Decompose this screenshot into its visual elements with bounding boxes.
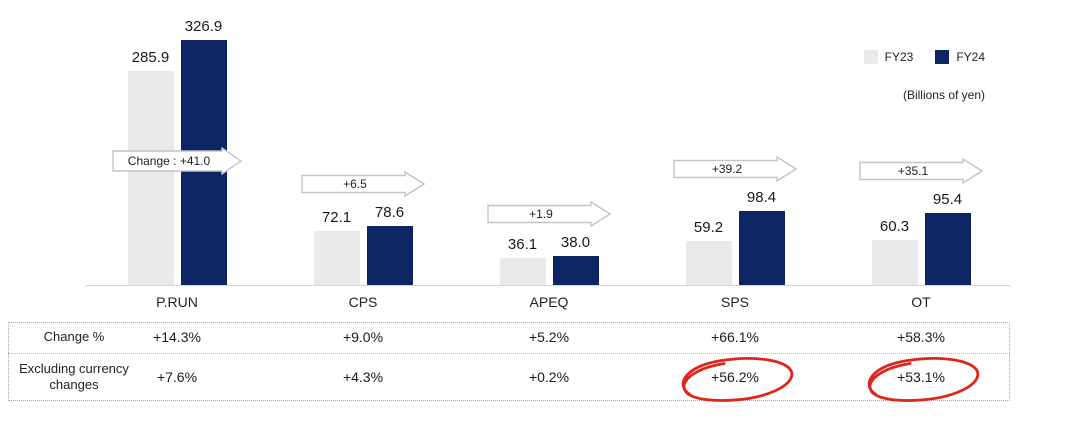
bar-fy23-p-run bbox=[127, 71, 174, 285]
change-arrow-sps: +39.2 bbox=[673, 155, 798, 183]
bar-fy23-cps bbox=[313, 231, 360, 285]
category-label-p-run: P.RUN bbox=[156, 294, 198, 310]
fy23-label: FY23 bbox=[884, 50, 914, 64]
fy23-swatch bbox=[863, 50, 878, 64]
svg-text:+35.1: +35.1 bbox=[898, 164, 929, 178]
summary-table-border bbox=[8, 322, 1010, 401]
table-cell-row0-apeq: +5.2% bbox=[528, 329, 570, 345]
bar-value-fy24-apeq: 38.0 bbox=[560, 234, 591, 251]
bar-fy23-sps bbox=[685, 241, 732, 285]
table-cell-row1-apeq: +0.2% bbox=[528, 369, 570, 385]
table-cell-row0-sps: +66.1% bbox=[711, 329, 759, 345]
change-arrow-icon: +1.9 bbox=[487, 200, 612, 228]
table-row-label-excluding-currency: Excluding currency changes bbox=[19, 360, 129, 392]
table-cell-row1-sps: +56.2% bbox=[711, 369, 759, 385]
change-arrow-p-run: Change : +41.0 bbox=[112, 146, 243, 176]
bar-value-fy23-p-run: 285.9 bbox=[131, 49, 170, 66]
bar-fy23-ot bbox=[871, 240, 918, 285]
unit-label: (Billions of yen) bbox=[902, 88, 985, 102]
change-arrow-icon: +35.1 bbox=[859, 157, 984, 185]
category-label-apeq: APEQ bbox=[529, 294, 569, 310]
change-arrow-ot: +35.1 bbox=[859, 157, 984, 185]
legend: FY23 FY24 bbox=[863, 50, 985, 64]
table-cell-row0-cps: +9.0% bbox=[342, 329, 384, 345]
bar-fy24-sps bbox=[738, 211, 785, 285]
fy24-swatch bbox=[935, 50, 950, 64]
table-cell-row1-ot: +53.1% bbox=[897, 369, 945, 385]
change-arrow-apeq: +1.9 bbox=[487, 200, 612, 228]
category-label-cps: CPS bbox=[348, 294, 378, 310]
summary-table-row-divider bbox=[8, 353, 1010, 354]
bar-value-fy24-sps: 98.4 bbox=[746, 189, 777, 206]
change-arrow-icon: Change : +41.0 bbox=[112, 146, 243, 176]
table-cell-row0-p-run: +14.3% bbox=[153, 329, 201, 345]
category-label-sps: SPS bbox=[720, 294, 749, 310]
bar-value-fy23-ot: 60.3 bbox=[879, 218, 910, 235]
bar-value-fy24-cps: 78.6 bbox=[374, 204, 405, 221]
svg-text:+39.2: +39.2 bbox=[712, 162, 743, 176]
bar-value-fy24-ot: 95.4 bbox=[932, 191, 963, 208]
bar-fy24-ot bbox=[924, 213, 971, 285]
bar-value-fy23-apeq: 36.1 bbox=[507, 236, 538, 253]
svg-text:+6.5: +6.5 bbox=[343, 177, 367, 191]
table-cell-row1-p-run: +7.6% bbox=[156, 369, 198, 385]
table-cell-row0-ot: +58.3% bbox=[897, 329, 945, 345]
svg-text:+1.9: +1.9 bbox=[529, 207, 553, 221]
x-axis-line bbox=[86, 285, 1010, 286]
svg-text:Change : +41.0: Change : +41.0 bbox=[128, 154, 211, 168]
bar-value-fy23-sps: 59.2 bbox=[693, 219, 724, 236]
fy24-label: FY24 bbox=[956, 50, 985, 64]
bar-fy23-apeq bbox=[499, 258, 546, 285]
bar-fy24-apeq bbox=[552, 256, 599, 285]
bar-value-fy24-p-run: 326.9 bbox=[184, 18, 223, 35]
bar-fy24-cps bbox=[366, 226, 413, 285]
category-label-ot: OT bbox=[911, 294, 931, 310]
table-row-label-change-percent: Change % bbox=[43, 329, 105, 345]
change-arrow-icon: +6.5 bbox=[301, 170, 426, 198]
change-arrow-cps: +6.5 bbox=[301, 170, 426, 198]
legend-item-fy23: FY23 bbox=[863, 50, 914, 64]
legend-item-fy24: FY24 bbox=[935, 50, 985, 64]
table-cell-row1-cps: +4.3% bbox=[342, 369, 384, 385]
bar-value-fy23-cps: 72.1 bbox=[321, 209, 352, 226]
change-arrow-icon: +39.2 bbox=[673, 155, 798, 183]
